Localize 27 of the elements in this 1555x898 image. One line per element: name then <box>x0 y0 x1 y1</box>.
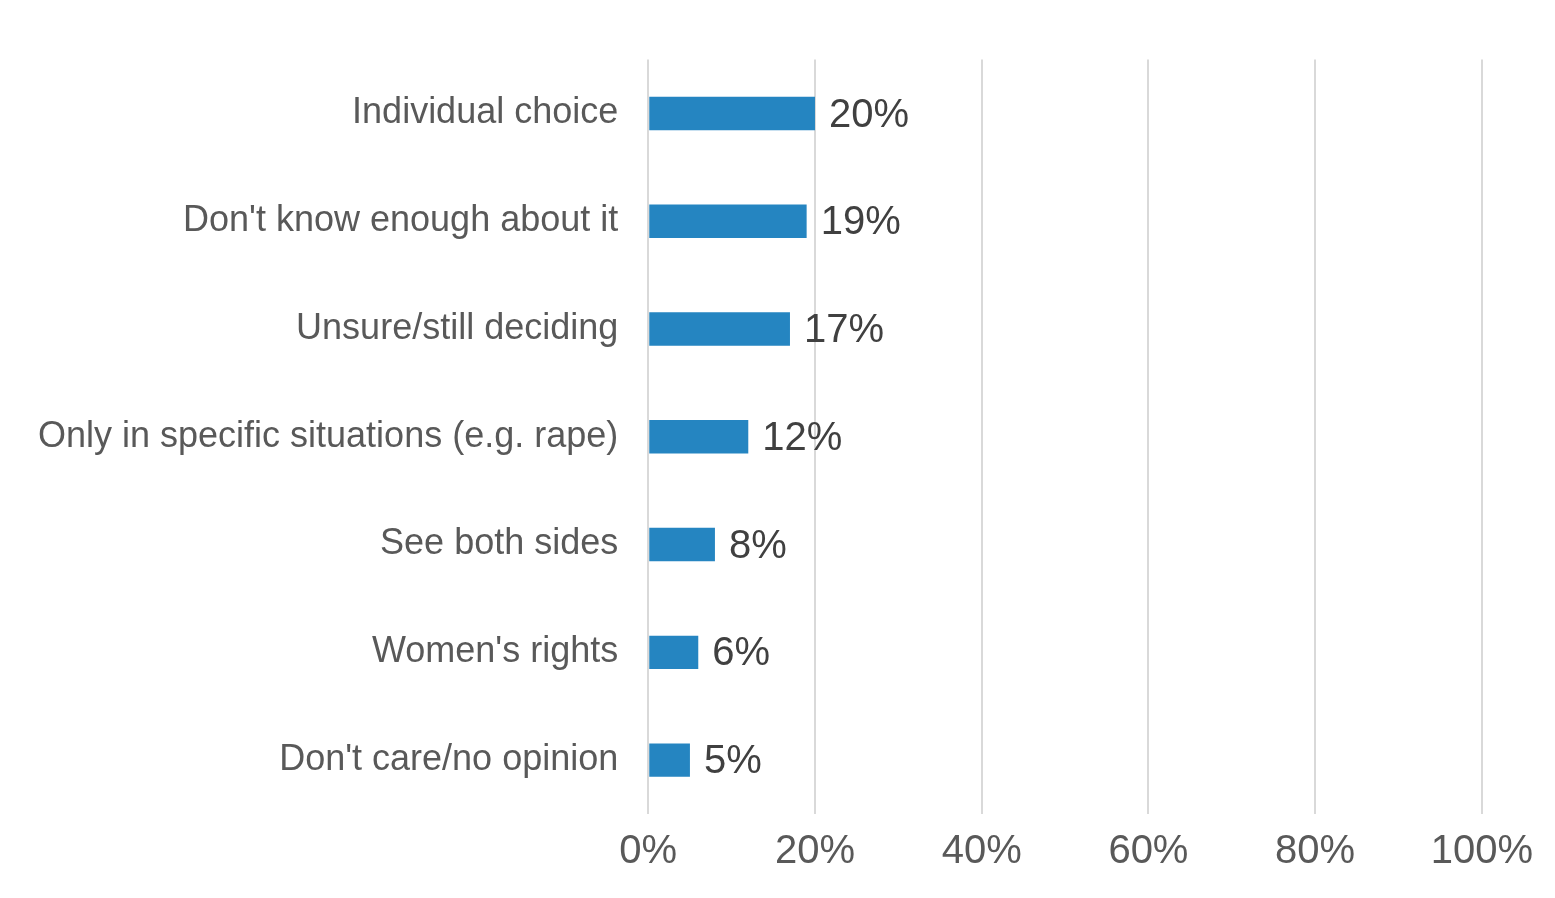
x-tick-label: 100% <box>1430 827 1533 872</box>
bar <box>649 420 749 454</box>
y-tick-label: Only in specific situations (e.g. rape) <box>37 413 619 455</box>
data-label: 19% <box>820 198 901 243</box>
data-label: 6% <box>712 629 771 674</box>
data-label: 12% <box>762 413 843 458</box>
bar <box>649 635 699 670</box>
bar <box>649 527 715 562</box>
data-label: 17% <box>803 306 885 351</box>
bar <box>649 743 690 777</box>
data-label: 8% <box>728 521 787 566</box>
x-tick-label: 80% <box>1275 827 1356 872</box>
bar <box>649 312 790 346</box>
bar <box>649 204 807 238</box>
x-tick-label: 0% <box>619 827 678 872</box>
x-tick-label: 20% <box>774 827 855 872</box>
bar <box>649 96 815 131</box>
x-tick-label: 60% <box>1108 827 1189 872</box>
y-tick-label: Women's rights <box>371 629 619 671</box>
y-tick-label: Unsure/still deciding <box>296 305 619 347</box>
y-tick-label: Individual choice <box>352 90 619 132</box>
y-tick-label: See both sides <box>380 521 619 563</box>
y-tick-label: Don't care/no opinion <box>279 737 619 779</box>
x-tick-label: 40% <box>941 827 1022 872</box>
data-label: 5% <box>703 737 762 782</box>
data-label: 20% <box>828 90 910 135</box>
y-tick-label: Don't know enough about it <box>183 198 619 240</box>
